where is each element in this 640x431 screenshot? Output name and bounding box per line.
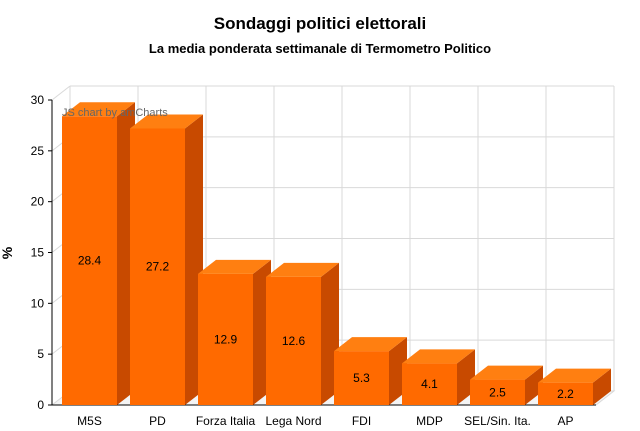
x-tick-label: FDI <box>352 414 371 428</box>
bar-top <box>538 368 611 383</box>
data-label: 12.9 <box>214 332 238 346</box>
data-label: 2.2 <box>557 387 574 401</box>
y-tick-label: 15 <box>31 246 45 260</box>
y-tick-label: 10 <box>31 296 45 310</box>
chart-title: Sondaggi politici elettorali <box>213 14 427 33</box>
y-tick-label: 25 <box>31 144 45 158</box>
bar-front <box>62 116 117 406</box>
bar <box>402 349 475 405</box>
x-tick-label: Lega Nord <box>265 414 321 428</box>
x-tick-label: M5S <box>77 414 102 428</box>
bar-top <box>130 114 203 129</box>
y-axis-label: % <box>0 246 15 259</box>
y-tick-label: 30 <box>31 93 45 107</box>
chart-subtitle: La media ponderata settimanale di Termom… <box>148 41 492 56</box>
x-tick-label: AP <box>557 414 573 428</box>
bar <box>334 337 407 405</box>
data-label: 4.1 <box>421 377 438 391</box>
bar-front <box>402 363 457 405</box>
bar-front <box>334 351 389 405</box>
bar-front <box>538 382 593 405</box>
bar-front <box>266 276 321 405</box>
gridline-diagonal <box>51 85 71 101</box>
data-label: 5.3 <box>353 371 370 385</box>
y-tick-label: 20 <box>31 195 45 209</box>
data-label: 28.4 <box>78 254 102 268</box>
data-label: 27.2 <box>146 260 170 274</box>
bar <box>538 368 611 405</box>
bar-top <box>334 337 407 352</box>
bar <box>266 262 339 405</box>
y-tick-label: 5 <box>37 347 44 361</box>
y-tick-label: 0 <box>37 398 44 412</box>
x-tick-label: PD <box>149 414 166 428</box>
data-label: 12.6 <box>282 334 306 348</box>
bar-front <box>470 379 525 405</box>
bar-top <box>198 259 271 274</box>
data-label: 2.5 <box>489 385 506 399</box>
bar-side <box>525 365 543 405</box>
bar-top <box>470 365 543 380</box>
labels: 28.4 M5S 27.2 PD 12.9 Forza Italia 12.6 Lega No… <box>77 254 574 428</box>
x-tick-label: SEL/Sin. Ita. <box>464 414 531 428</box>
bar-top <box>266 262 339 277</box>
x-tick-label: MDP <box>416 414 443 428</box>
bar-front <box>198 273 253 405</box>
bar <box>470 365 543 405</box>
bar-top <box>62 102 135 117</box>
bar-front <box>130 128 185 405</box>
bars <box>62 102 611 406</box>
bar-side <box>593 368 611 405</box>
credit-text: JS chart by amCharts <box>62 107 168 119</box>
bar-top <box>402 349 475 364</box>
x-tick-label: Forza Italia <box>196 414 256 428</box>
